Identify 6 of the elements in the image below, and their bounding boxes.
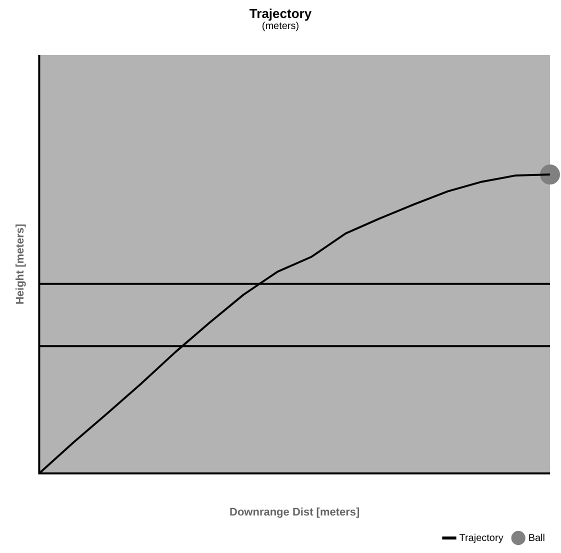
x-axis-title: Downrange Dist [meters]: [230, 506, 360, 518]
legend-label: Ball: [528, 532, 546, 544]
legend-label: Trajectory: [459, 532, 504, 544]
y-axis-title: Height [meters]: [14, 224, 27, 305]
chart-subtitle: (meters): [260, 21, 300, 32]
chart-title: Trajectory: [248, 6, 313, 21]
